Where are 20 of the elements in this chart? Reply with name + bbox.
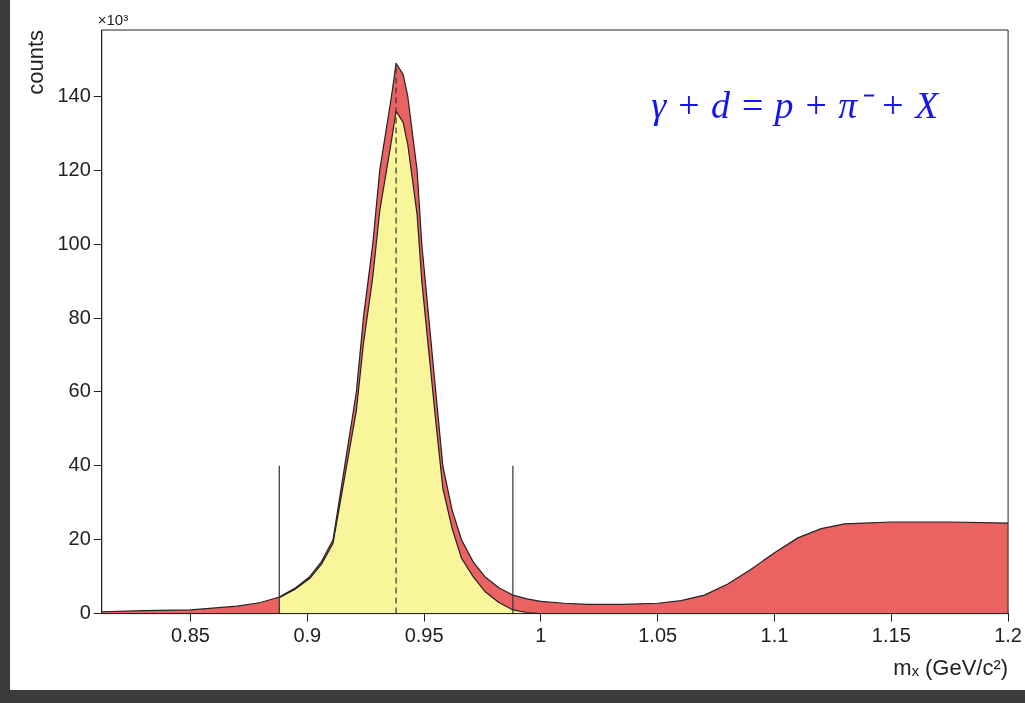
y-tick-label: 100 [57, 231, 91, 254]
x-tick-label: 1.1 [760, 624, 789, 647]
y-tick-label: 140 [57, 84, 91, 106]
y-tick-label: 0 [79, 601, 91, 624]
x-axis-title: mₓ (GeV/c²) [893, 654, 1009, 680]
x-tick-label: 0.9 [293, 624, 322, 647]
x-tick-label: 0.95 [404, 624, 444, 647]
y-tick-label: 80 [68, 305, 91, 328]
x-tick-label: 0.85 [171, 624, 210, 647]
y-tick-label: 120 [57, 157, 91, 180]
x-tick-label: 1.15 [871, 624, 911, 647]
x-tick-label: 1 [535, 624, 547, 647]
y-axis-title: counts [23, 30, 49, 95]
y-tick-label: 40 [68, 453, 91, 476]
text: ×10³ [97, 10, 129, 28]
x-tick-label: 1.05 [638, 624, 678, 647]
annotation: γ + d = p + π⁻ + X [651, 83, 940, 126]
y-tick-label: 20 [68, 527, 91, 550]
y-tick-label: 60 [68, 379, 91, 402]
x-tick-label: 1.2 [994, 624, 1022, 647]
